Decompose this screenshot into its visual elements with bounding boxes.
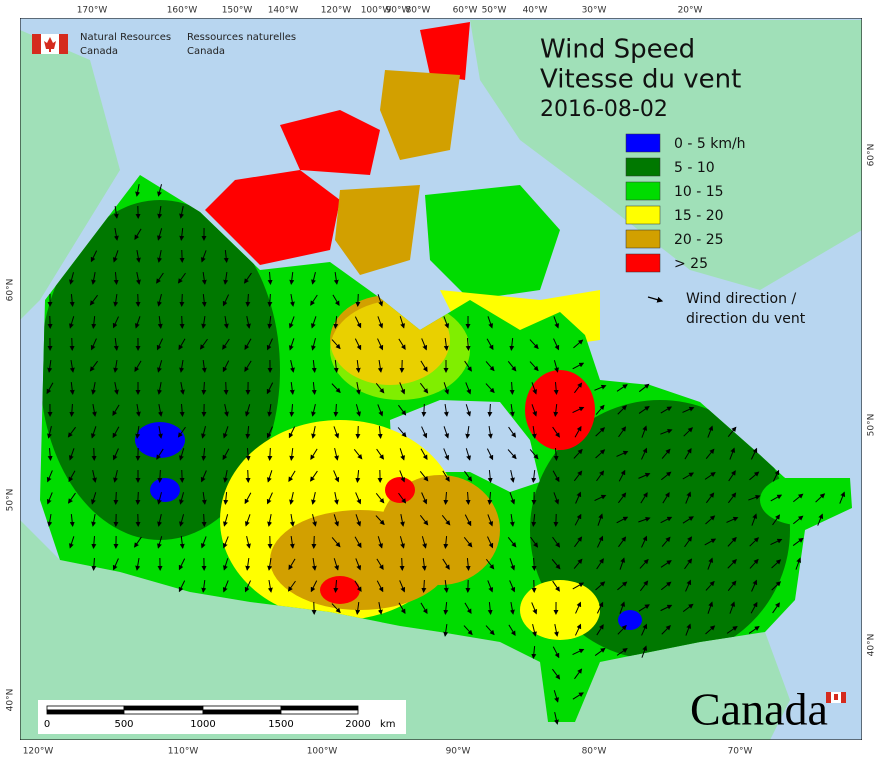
lon-label: 120°W (23, 747, 54, 757)
zone (330, 300, 470, 400)
wordmark-flag-bar (826, 692, 831, 703)
lon-label: 30°W (582, 6, 607, 16)
lat-label: 60°N (6, 279, 16, 302)
scale-label: 500 (114, 719, 133, 730)
lon-label: 50°W (482, 6, 507, 16)
lon-label: 90°W (446, 747, 471, 757)
wordmark-flag-bar (841, 692, 846, 703)
legend-label: 15 - 20 (674, 208, 724, 224)
scale-label: 0 (44, 719, 50, 730)
zone (385, 477, 415, 503)
lon-label: 70°W (728, 747, 753, 757)
legend-direction: direction du vent (686, 311, 806, 327)
legend-swatch (626, 206, 660, 224)
scale-label: 1500 (268, 719, 293, 730)
map-body (20, 18, 870, 740)
lat-label: 50°N (6, 489, 16, 512)
lon-label: 140°W (268, 6, 299, 16)
legend-label: 5 - 10 (674, 160, 715, 176)
wind-arrow (358, 294, 359, 306)
lon-label: 60°W (453, 6, 478, 16)
legend-swatch (626, 254, 660, 272)
scale-segment (203, 706, 281, 710)
wordmark: Canada (690, 684, 846, 735)
scale-segment (124, 706, 203, 710)
lon-label: 120°W (321, 6, 352, 16)
legend-label: 10 - 15 (674, 184, 724, 200)
zone (135, 422, 185, 458)
scale-segment (47, 710, 124, 714)
legend-label: 0 - 5 km/h (674, 136, 746, 152)
lon-label: 160°W (167, 6, 198, 16)
lon-label: 170°W (77, 6, 108, 16)
wind-arrow (358, 426, 359, 438)
scale-unit: km (380, 719, 396, 730)
date: 2016-08-02 (540, 97, 668, 122)
wordmark-text: Canada (690, 684, 828, 735)
wind-arrow (424, 404, 425, 416)
zone (520, 580, 600, 640)
scale-label: 1000 (190, 719, 215, 730)
lat-label: 50°N (867, 414, 877, 437)
title-en: Wind Speed (540, 35, 695, 65)
lat-label: 60°N (867, 144, 877, 167)
wind-arrow (314, 536, 315, 548)
zone (150, 478, 180, 502)
scale-label: 2000 (345, 719, 370, 730)
legend-label: 20 - 25 (674, 232, 724, 248)
legend-direction: Wind direction / (686, 291, 796, 307)
lon-label: 20°W (678, 6, 703, 16)
lon-label: 150°W (222, 6, 253, 16)
wind-arrow (226, 382, 227, 394)
scale-segment (47, 706, 124, 710)
legend-swatch (626, 134, 660, 152)
scale-bar: 0 500 1000 1500 2000 km (38, 700, 406, 734)
lon-label: 110°W (168, 747, 199, 757)
wind-arrow (182, 294, 183, 306)
legend-swatch (626, 182, 660, 200)
lon-label: 80°W (582, 747, 607, 757)
lon-label: 40°W (523, 6, 548, 16)
legend-label: > 25 (674, 256, 708, 272)
flag-bar (59, 34, 68, 54)
wind-arrow (138, 492, 139, 504)
legend-swatch (626, 158, 660, 176)
scale-segment (203, 710, 281, 714)
scale-segment (281, 710, 358, 714)
legend-swatch (626, 230, 660, 248)
zone (525, 370, 595, 450)
lon-label: 100°W (307, 747, 338, 757)
wind-arrow (402, 558, 403, 570)
scale-segment (124, 710, 203, 714)
wind-arrow (116, 492, 117, 504)
agency-fr: Ressources naturelles (187, 32, 296, 43)
wordmark-flag-leaf (834, 694, 838, 700)
wind-arrow (248, 470, 249, 482)
zone (618, 610, 642, 630)
agency-en: Canada (80, 46, 118, 57)
title-fr: Vitesse du vent (540, 65, 741, 95)
flag-bar (32, 34, 41, 54)
agency-fr: Canada (187, 46, 225, 57)
lat-label: 40°N (867, 634, 877, 657)
wind-arrow (204, 514, 205, 526)
lat-label: 40°N (6, 689, 16, 712)
zone (320, 576, 360, 604)
agency-en: Natural Resources (80, 32, 171, 43)
lon-label: 80°W (406, 6, 431, 16)
scale-segment (281, 706, 358, 710)
wind-arrow (182, 316, 183, 328)
